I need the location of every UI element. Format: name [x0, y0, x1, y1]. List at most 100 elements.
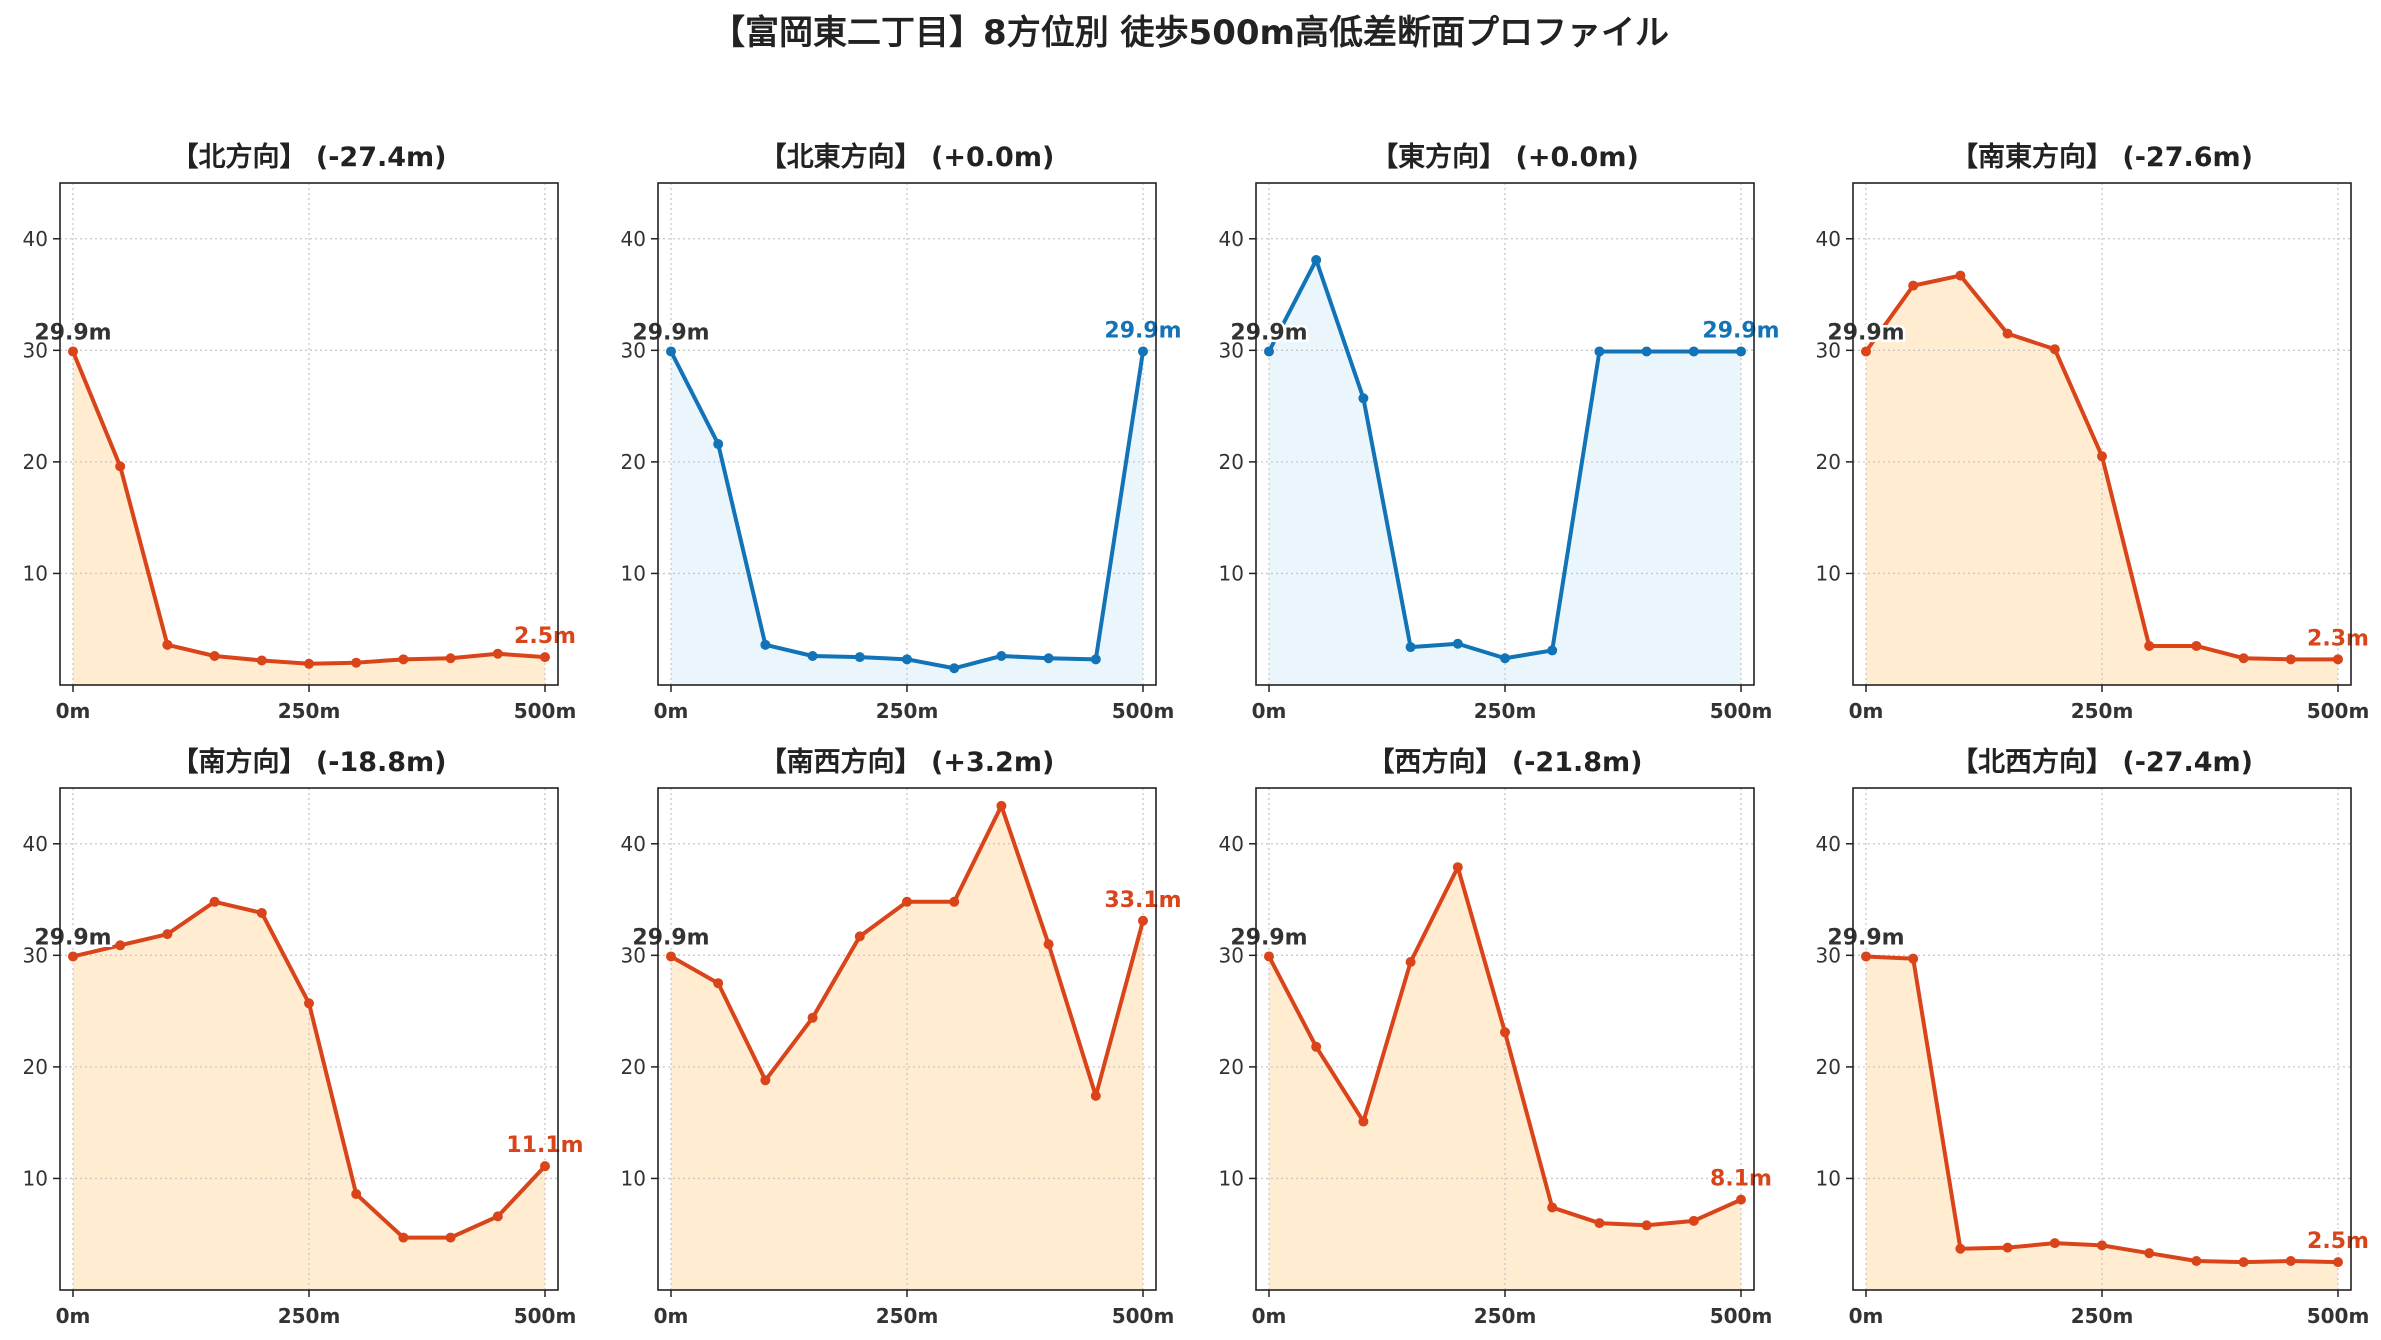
elevation-point	[1358, 1116, 1369, 1127]
elevation-point	[1861, 346, 1871, 357]
elevation-point	[2002, 328, 2013, 339]
elevation-point	[1090, 654, 1101, 665]
elevation-point	[1452, 638, 1463, 649]
elevation-point	[807, 650, 818, 661]
y-tick-label: 10	[23, 1166, 48, 1190]
panel-5: 【南方向】 (-18.8m) 29.9m 11.1m 10 20 30 40 0m 250m 50…	[23, 746, 587, 1328]
y-tick-label: 30	[23, 943, 48, 967]
y-tick-label: 10	[23, 561, 48, 585]
x-tick-label: 0m	[56, 699, 91, 723]
y-tick-label: 10	[621, 1166, 646, 1190]
x-tick-label: 500m	[2307, 1304, 2370, 1328]
y-tick-label: 30	[621, 943, 646, 967]
elevation-point	[1955, 270, 1966, 281]
x-tick-label: 500m	[1710, 1304, 1773, 1328]
elevation-point	[540, 652, 550, 663]
y-tick-label: 30	[23, 338, 48, 362]
elevation-point	[1641, 346, 1652, 357]
x-tick-label: 250m	[278, 1304, 341, 1328]
y-tick-label: 20	[23, 450, 48, 474]
x-tick-label: 500m	[1112, 699, 1175, 723]
elevation-point	[256, 907, 267, 918]
end-label: 2.3m	[2307, 626, 2369, 651]
panel-8: 【北西方向】 (-27.4m) 29.9m 2.5m 10 20 30 40 0m 250m 50…	[1816, 746, 2372, 1328]
elevation-point	[304, 658, 314, 669]
elevation-point	[1861, 951, 1871, 962]
elevation-point	[666, 951, 676, 962]
figure-title: 【富岡東二丁目】8方位別 徒歩500m高低差断面プロファイル	[711, 13, 1669, 53]
y-tick-label: 20	[1816, 450, 1841, 474]
y-tick-label: 20	[621, 1055, 646, 1079]
area-fill	[671, 805, 1143, 1290]
elevation-point	[2333, 1257, 2343, 1268]
elevation-point	[68, 346, 78, 357]
y-tick-label: 40	[1219, 832, 1244, 856]
elevation-point	[162, 639, 173, 650]
elevation-point	[2002, 1242, 2013, 1253]
y-tick-label: 30	[1816, 943, 1841, 967]
elevation-point	[1452, 862, 1463, 873]
elevation-point	[807, 1012, 818, 1023]
elevation-point	[854, 931, 865, 942]
elevation-point	[492, 648, 503, 659]
y-tick-label: 40	[1816, 227, 1841, 251]
y-tick-label: 40	[1219, 227, 1244, 251]
elevation-point	[115, 461, 126, 472]
start-label: 29.9m	[1827, 320, 1904, 345]
elevation-point	[902, 654, 912, 665]
elevation-point	[949, 896, 960, 907]
y-tick-label: 20	[1219, 450, 1244, 474]
elevation-point	[2238, 653, 2249, 664]
elevation-point	[351, 657, 362, 668]
panel-title: 【南方向】 (-18.8m)	[171, 746, 446, 778]
elevation-point	[1138, 915, 1148, 926]
elevation-point	[996, 650, 1007, 661]
elevation-point	[1547, 645, 1558, 656]
x-tick-label: 0m	[1849, 1304, 1884, 1328]
y-tick-label: 20	[23, 1055, 48, 1079]
elevation-point	[1736, 346, 1746, 357]
panel-7: 【西方向】 (-21.8m) 29.9m 8.1m 10 20 30 40 0m 250m 500…	[1219, 746, 1775, 1328]
elevation-point	[2097, 1240, 2107, 1251]
elevation-point	[760, 639, 771, 650]
y-tick-label: 10	[1816, 561, 1841, 585]
panel-1: 【北方向】 (-27.4m) 29.9m 2.5m 10 20 30 40 0m 250m 500…	[23, 141, 579, 723]
y-tick-label: 40	[621, 227, 646, 251]
area-fill	[1866, 275, 2338, 685]
panel-title: 【南東方向】 (-27.6m)	[1951, 141, 2253, 173]
start-label: 29.9m	[632, 320, 709, 345]
elevation-point	[1641, 1220, 1652, 1231]
elevation-point	[398, 654, 409, 665]
x-tick-label: 250m	[2071, 1304, 2134, 1328]
x-tick-label: 250m	[2071, 699, 2134, 723]
end-label: 11.1m	[506, 1133, 583, 1158]
elevation-point	[2144, 640, 2155, 651]
elevation-point	[1090, 1090, 1101, 1101]
y-tick-label: 40	[23, 227, 48, 251]
start-label: 29.9m	[34, 320, 111, 345]
elevation-point	[209, 650, 220, 661]
elevation-point	[398, 1232, 409, 1243]
panel-title: 【西方向】 (-21.8m)	[1367, 746, 1642, 778]
y-tick-label: 10	[1816, 1166, 1841, 1190]
start-label: 29.9m	[1827, 925, 1904, 950]
elevation-point	[1264, 951, 1274, 962]
elevation-point	[209, 896, 220, 907]
y-tick-label: 20	[1816, 1055, 1841, 1079]
elevation-point	[902, 896, 912, 907]
elevation-point	[2333, 654, 2343, 665]
y-tick-label: 10	[1219, 1166, 1244, 1190]
panel-2: 【北東方向】 (+0.0m) 29.9m 29.9m 10 20 30 40 0m 250m 50…	[621, 141, 1185, 723]
area-fill	[73, 901, 545, 1290]
y-tick-label: 10	[621, 561, 646, 585]
x-tick-label: 500m	[514, 699, 577, 723]
elevation-point	[1138, 346, 1148, 357]
panel-title: 【東方向】 (+0.0m)	[1371, 141, 1639, 173]
elevation-point	[1594, 346, 1605, 357]
end-label: 8.1m	[1710, 1167, 1772, 1192]
y-tick-label: 20	[621, 450, 646, 474]
elevation-point	[1311, 254, 1322, 265]
elevation-point	[1043, 653, 1054, 664]
elevation-point	[540, 1161, 550, 1172]
elevation-point	[2097, 451, 2107, 462]
